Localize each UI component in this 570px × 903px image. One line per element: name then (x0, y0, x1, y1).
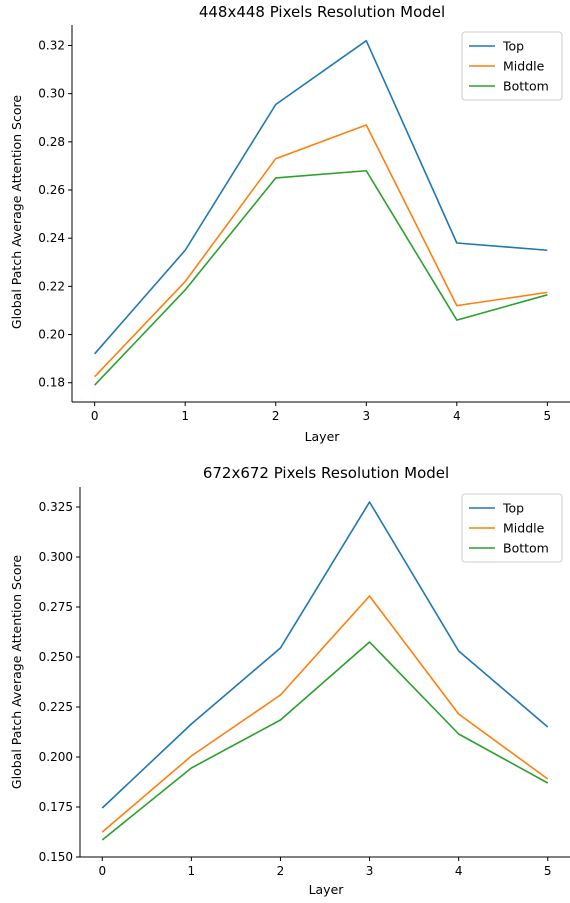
y-tick-label: 0.28 (38, 135, 65, 149)
legend-label: Top (502, 501, 524, 516)
y-tick-label: 0.250 (39, 650, 73, 664)
y-tick-label: 0.275 (39, 600, 73, 614)
x-tick-label: 2 (272, 409, 280, 423)
y-tick-label: 0.225 (39, 700, 73, 714)
chart-title: 672x672 Pixels Resolution Model (203, 464, 449, 482)
legend: Top Middle Bottom (461, 31, 563, 101)
x-axis-label: Layer (305, 429, 341, 444)
y-axis-label: Global Patch Average Attention Score (9, 95, 24, 329)
chart-672: 672x672 Pixels Resolution Model Layer Gl… (9, 464, 570, 897)
y-tick-label: 0.26 (38, 183, 65, 197)
x-tick-label: 1 (181, 409, 189, 423)
x-tick-label: 0 (98, 864, 106, 878)
series-line-top (101, 501, 549, 809)
legend-label: Bottom (503, 541, 549, 556)
x-tick-label: 5 (544, 409, 552, 423)
y-tick-label: 0.32 (38, 38, 65, 52)
series-line-bottom (101, 641, 549, 841)
y-tick-label: 0.24 (38, 231, 65, 245)
y-tick-label: 0.30 (38, 87, 65, 101)
legend: Top Middle Bottom (461, 493, 563, 563)
x-tick-label: 5 (544, 864, 552, 878)
y-axis-label: Global Patch Average Attention Score (9, 555, 24, 789)
series-line-top (94, 39, 548, 355)
y-tick-label: 0.325 (39, 500, 73, 514)
y-tick-label: 0.22 (38, 279, 65, 293)
legend-label: Middle (503, 521, 545, 536)
series-line-middle (101, 595, 549, 833)
x-tick-label: 0 (91, 409, 99, 423)
x-tick-label: 4 (453, 409, 461, 423)
x-tick-label: 2 (277, 864, 285, 878)
y-tick-label: 0.150 (39, 850, 73, 864)
x-tick-label: 1 (188, 864, 196, 878)
y-tick-label: 0.20 (38, 328, 65, 342)
x-tick-label: 3 (362, 409, 370, 423)
x-tick-label: 3 (366, 864, 374, 878)
legend-label: Top (502, 39, 524, 54)
x-tick-label: 4 (455, 864, 463, 878)
y-tick-label: 0.175 (39, 800, 73, 814)
legend-box (461, 31, 563, 101)
y-tick-label: 0.300 (39, 550, 73, 564)
y-tick-label: 0.18 (38, 376, 65, 390)
chart-448: 448x448 Pixels Resolution Model Layer Gl… (9, 3, 570, 444)
series-line-bottom (94, 169, 548, 386)
legend-label: Middle (503, 59, 545, 74)
chart-title: 448x448 Pixels Resolution Model (199, 3, 445, 21)
legend-box (461, 493, 563, 563)
series-line-middle (94, 124, 548, 378)
legend-label: Bottom (503, 79, 549, 94)
y-tick-label: 0.200 (39, 750, 73, 764)
x-axis-label: Layer (309, 882, 345, 897)
